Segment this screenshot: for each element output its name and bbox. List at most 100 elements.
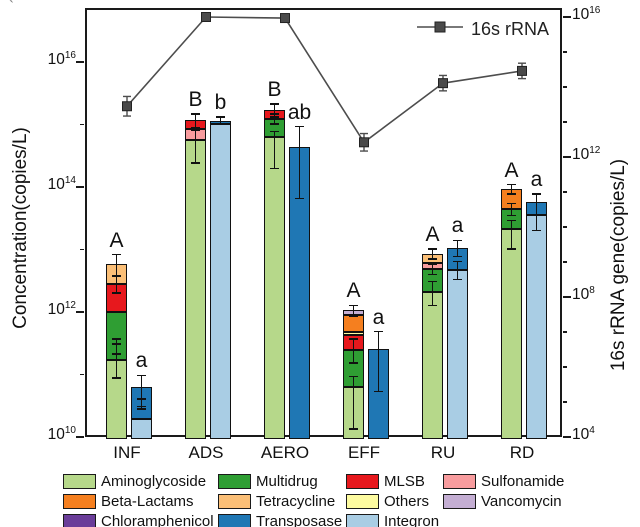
line-marker-ru <box>438 78 448 89</box>
beta-lactams-swatch <box>63 494 96 509</box>
legend-label: Beta-Lactams <box>101 493 194 510</box>
error-bar-line <box>194 130 197 163</box>
sig-letter-inf-arg: A <box>109 228 124 252</box>
error-bar-cap <box>349 338 358 340</box>
error-bar-cap <box>428 304 437 306</box>
sig-letter-aero-arg: B <box>267 78 282 101</box>
error-bar-cap <box>295 125 304 128</box>
line-legend-label: 16s rRNA <box>471 19 550 39</box>
error-bar-cap <box>112 274 121 276</box>
right-axis-tick-label: 1016 <box>572 5 601 24</box>
error-bar-line <box>431 264 434 275</box>
right-axis-major-tick <box>563 156 571 158</box>
integron-swatch <box>346 514 379 527</box>
legend-item-transposase: Transposase <box>218 512 346 527</box>
line-legend: 16s rRNA <box>417 19 549 40</box>
legend-label: Tetracycline <box>256 493 336 510</box>
left-axis-tick-label: 1012 <box>47 300 76 319</box>
error-bar-cap <box>216 116 225 118</box>
sig-letter-ru-mge: a <box>451 214 464 238</box>
left-axis-tick-label: 1010 <box>47 425 76 444</box>
error-bar-cap <box>507 193 516 195</box>
x-axis-label: AERO <box>260 443 310 462</box>
right-axis-tick-label: 104 <box>572 425 595 444</box>
right-axis-minor-tick <box>563 401 567 403</box>
error-bar-cap <box>270 103 279 105</box>
legend-item-sulfonamide: Sulfonamide <box>443 472 564 491</box>
error-bar-cap <box>349 375 358 378</box>
line-series-16s-rrna <box>122 12 527 152</box>
error-bar-cap <box>112 338 121 340</box>
error-bar-line <box>510 203 513 216</box>
legend-item-mlsb: MLSB <box>346 472 443 491</box>
error-bar-line <box>535 194 538 231</box>
left-axis-major-tick <box>76 61 84 63</box>
error-bar-line <box>431 281 434 306</box>
error-bar-cap <box>112 343 121 345</box>
bar-ru-arg-segment-aminoglycoside <box>422 292 443 439</box>
error-bar-line <box>194 114 197 128</box>
transposase-swatch <box>218 514 251 527</box>
legend-label: Chloramphenicol <box>101 513 214 527</box>
legend-label: Others <box>384 493 430 510</box>
error-bar-cap <box>270 113 279 115</box>
sig-letter-aero-mge: ab <box>287 100 312 124</box>
error-bar-cap <box>507 214 516 216</box>
error-bar-cap <box>349 428 358 430</box>
x-axis-label: ADS <box>188 443 224 462</box>
right-axis-minor-tick <box>563 51 567 53</box>
error-bar-cap <box>374 330 383 333</box>
error-bar-cap <box>137 398 146 400</box>
error-bar-line <box>273 131 276 169</box>
sulfonamide-swatch <box>443 474 476 489</box>
left-axis-major-tick <box>76 186 84 188</box>
error-bar-line <box>273 104 276 118</box>
bar-ads-mge-segment-integron <box>210 124 231 439</box>
bar-rd-mge-segment-integron <box>526 215 547 439</box>
error-bar-cap <box>112 377 121 379</box>
sig-letter-ads-mge: b <box>214 91 227 115</box>
line-marker-eff <box>359 137 369 148</box>
error-bar-line <box>431 249 434 259</box>
right-axis-minor-tick <box>563 331 567 333</box>
left-axis-major-tick <box>76 311 84 313</box>
aminoglycoside-swatch <box>63 474 96 489</box>
line-marker-ads <box>201 12 211 22</box>
legend-item-vancomycin: Vancomycin <box>443 492 564 511</box>
error-bar-cap <box>137 408 146 410</box>
error-bar-line <box>352 376 355 429</box>
x-axis-label: RU <box>430 443 456 462</box>
error-bar-cap <box>216 123 225 126</box>
mlsb-swatch <box>346 474 379 489</box>
line-marker-sample <box>417 19 463 40</box>
right-axis-minor-tick <box>563 226 567 228</box>
right-axis-tick-label: 1012 <box>572 145 601 164</box>
right-axis-minor-tick <box>563 261 567 263</box>
error-bar-line <box>140 399 143 409</box>
sig-letter-eff-mge: a <box>372 305 385 329</box>
error-bar-cap <box>191 113 200 115</box>
error-bar-line <box>510 184 513 194</box>
error-bar-cap <box>453 239 462 241</box>
bar-aero-arg-segment-aminoglycoside <box>264 137 285 439</box>
bar-ads-arg-segment-aminoglycoside <box>185 140 206 439</box>
error-bar-cap <box>349 315 358 318</box>
bar-inf-mge-segment-integron <box>131 419 152 439</box>
error-bar-line <box>140 375 143 407</box>
error-bar-cap <box>453 260 462 263</box>
error-bar-cap <box>532 229 541 231</box>
sig-letter-eff-arg: A <box>346 279 361 303</box>
right-axis-tick-label: 108 <box>572 285 595 304</box>
legend-item-integron: Integron <box>346 512 443 527</box>
error-bar-cap <box>112 275 121 278</box>
line-marker-inf <box>122 101 132 112</box>
error-bar-line <box>456 261 459 280</box>
error-bar-cap <box>374 390 383 393</box>
error-bar-cap <box>507 248 516 250</box>
error-bar-cap <box>428 273 437 276</box>
right-axis-major-tick <box>563 436 571 438</box>
legend: Aminoglycoside Multidrug MLSB Sulfonamide Be… <box>63 472 564 527</box>
error-bar-cap <box>112 292 121 294</box>
